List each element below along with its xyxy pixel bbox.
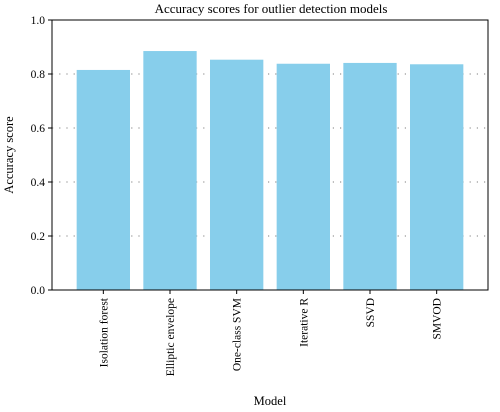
bar	[76, 69, 130, 290]
x-tick-label: SMVOD	[432, 298, 444, 340]
bar	[276, 63, 330, 290]
plot-frame	[51, 19, 489, 291]
y-tick-label: 1.0	[31, 15, 46, 27]
y-tick-label: 0.4	[31, 177, 46, 189]
bar	[343, 62, 397, 291]
y-tick-label: 0.0	[31, 285, 46, 297]
x-tick-label: Isolation forest	[98, 297, 110, 367]
y-tick-label: 0.6	[31, 123, 46, 135]
y-tick-label: 0.2	[31, 231, 46, 243]
bar	[410, 64, 464, 290]
bars	[76, 51, 464, 291]
y-axis: 0.0 0.2 0.4 0.6 0.8 1.0	[31, 15, 52, 297]
x-axis: Isolation forest Elliptic envelope One-cla…	[98, 290, 444, 376]
bar	[143, 51, 197, 290]
chart-title: Accuracy scores for outlier detection mo…	[155, 1, 388, 16]
bar	[210, 59, 264, 290]
x-tick-label: SSVD	[365, 298, 377, 327]
y-tick-label: 0.8	[31, 69, 46, 81]
x-tick-label: One-class SVM	[232, 298, 244, 371]
x-tick-label: Iterative R	[298, 298, 310, 347]
x-tick-label: Elliptic envelope	[165, 298, 177, 376]
x-axis-label: Model	[254, 394, 287, 408]
y-axis-label: Accuracy score	[2, 116, 16, 194]
